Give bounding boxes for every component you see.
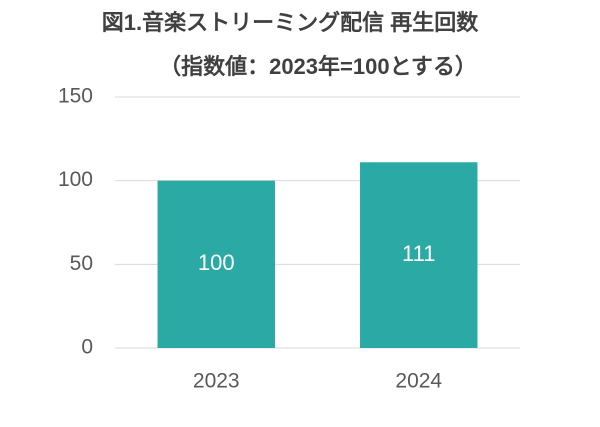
data-label: 111 (402, 241, 435, 266)
chart-subtitle: （指数値：2023年=100とする） (159, 54, 477, 79)
x-tick-label: 2023 (193, 370, 240, 393)
y-tick-label: 100 (58, 168, 93, 191)
chart-title: 図1.音楽ストリーミング配信 再生回数 (102, 10, 479, 35)
data-label: 100 (198, 250, 235, 275)
y-tick-label: 50 (70, 252, 93, 275)
y-tick-label: 150 (58, 85, 93, 108)
bar (157, 180, 275, 348)
y-tick-label: 0 (81, 336, 93, 359)
x-tick-label: 2024 (395, 370, 442, 393)
bar (360, 162, 478, 348)
